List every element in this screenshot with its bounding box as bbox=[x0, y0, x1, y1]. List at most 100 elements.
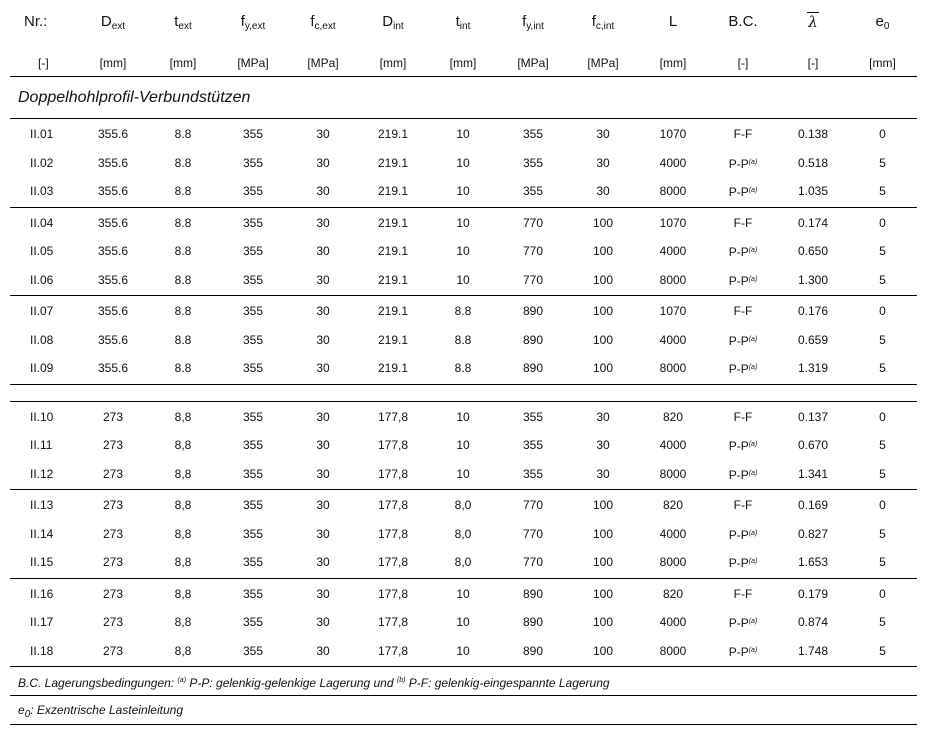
table-cell: 219.1 bbox=[377, 127, 409, 141]
header-symbol-cell: L bbox=[638, 13, 708, 32]
header-symbol: L bbox=[668, 13, 678, 30]
table-cell: 355.6 bbox=[97, 244, 129, 258]
table-cell: 0.174 bbox=[797, 215, 829, 230]
table-cell: 355.6 bbox=[97, 184, 129, 198]
table-cell: 890 bbox=[522, 643, 544, 658]
header-unit-cell: [mm] bbox=[379, 56, 407, 70]
table-cell: 355.6 bbox=[97, 155, 129, 170]
table-cell: F-F bbox=[733, 409, 753, 424]
table-cell: 0.518 bbox=[797, 155, 829, 170]
header-symbol-row: Nr.: Dext text fy,ext fc,ext Dint tint fy,int fc… bbox=[10, 12, 917, 32]
note-bc-prefix: B.C. Lagerungsbedingungen: bbox=[18, 676, 178, 690]
table-cell: 8.8 bbox=[174, 184, 192, 198]
table-cell: 355.6 bbox=[97, 215, 129, 230]
header-symbol: f bbox=[522, 13, 527, 30]
bc-footnote-marker: (a) bbox=[748, 364, 758, 371]
table-cell: 1070 bbox=[659, 304, 687, 318]
table-row: II.17 273 8,8 355 30 177,8 10 890 100 4000 P-P(a) 0… bbox=[10, 608, 917, 637]
bc-footnote-marker: (a) bbox=[748, 187, 758, 194]
table-cell: 355 bbox=[242, 127, 264, 141]
header-symbol-subscript: c,int bbox=[595, 21, 615, 32]
table-cell: 8.8 bbox=[174, 127, 192, 141]
table-cell: 820 bbox=[662, 498, 684, 512]
header-symbol-subscript: 0 bbox=[883, 21, 890, 32]
table-cell: II.03 bbox=[30, 184, 54, 198]
table-cell: 0 bbox=[879, 304, 886, 318]
table-cell: 770 bbox=[522, 244, 544, 258]
table-cell: P-P(a) bbox=[708, 266, 778, 296]
table-cell: 5 bbox=[879, 555, 886, 569]
table-cell: 1.035 bbox=[797, 184, 829, 198]
table-cell: 219.1 bbox=[377, 272, 409, 287]
table-cell: 219.1 bbox=[377, 304, 409, 318]
table-cell: 890 bbox=[522, 586, 544, 601]
table-cell: 273 bbox=[102, 498, 124, 512]
header-unit-cell: [MPa] bbox=[237, 56, 269, 70]
table-cell: 5 bbox=[879, 184, 886, 198]
table-cell: 8,8 bbox=[174, 586, 192, 601]
row-group: II.07 355.6 8.8 355 30 219.1 8.8 890 100 1070 F-F 0… bbox=[10, 296, 917, 385]
bc-code: P-P bbox=[728, 644, 749, 659]
table-cell: 770 bbox=[522, 215, 544, 230]
table-cell: II.04 bbox=[30, 215, 54, 230]
table-cell: 8,0 bbox=[454, 498, 472, 512]
table-cell: 820 bbox=[662, 586, 684, 601]
table-cell: 177,8 bbox=[377, 615, 409, 629]
table-row: II.05 355.6 8.8 355 30 219.1 10 770 100 4000 P-P(a… bbox=[10, 237, 917, 266]
table-cell: 890 bbox=[522, 361, 544, 375]
table-cell: 30 bbox=[316, 127, 330, 141]
table-cell: 8,0 bbox=[454, 555, 472, 569]
header-symbol: λ bbox=[807, 12, 819, 31]
table-cell: 8000 bbox=[659, 184, 687, 198]
table-cell: F-F bbox=[733, 127, 753, 141]
header-symbol-cell: fy,int bbox=[498, 13, 568, 32]
table-cell: II.09 bbox=[30, 361, 54, 375]
bc-code: P-P bbox=[728, 616, 749, 630]
table-cell: 5 bbox=[879, 155, 886, 170]
table-cell: 30 bbox=[316, 526, 330, 541]
note-eccentricity: e0: Exzentrische Lasteinleitung bbox=[10, 696, 917, 725]
table-cell: 355.6 bbox=[97, 361, 129, 375]
table-cell: 219.1 bbox=[377, 332, 409, 347]
table-cell: 219.1 bbox=[377, 244, 409, 258]
table-cell: 8000 bbox=[659, 361, 687, 375]
header-symbol: f bbox=[240, 13, 245, 30]
table-body: II.01 355.6 8.8 355 30 219.1 10 355 30 1070 F-F 0.1… bbox=[10, 119, 917, 667]
table-row: II.01 355.6 8.8 355 30 219.1 10 355 30 1070 F-F 0.1… bbox=[10, 120, 917, 149]
header-symbol-cell: text bbox=[148, 13, 218, 32]
table-cell: F-F bbox=[733, 215, 753, 230]
table-cell: 100 bbox=[592, 615, 614, 629]
table-cell: 30 bbox=[596, 466, 610, 481]
bc-footnote-marker: (a) bbox=[748, 529, 758, 537]
table-cell: 890 bbox=[522, 615, 544, 629]
table-cell: 177,8 bbox=[377, 498, 409, 512]
table-cell: 5 bbox=[879, 466, 886, 481]
table-cell: 30 bbox=[596, 184, 610, 198]
table-cell: 4000 bbox=[659, 244, 687, 258]
table-cell: 355 bbox=[242, 184, 264, 198]
table-cell: 5 bbox=[879, 244, 886, 258]
table-cell: II.01 bbox=[30, 127, 54, 141]
table-cell: 4000 bbox=[659, 438, 687, 452]
table-cell: 355.6 bbox=[97, 304, 129, 318]
table-cell: 355 bbox=[242, 215, 264, 230]
table-cell: 0 bbox=[879, 498, 886, 512]
table-cell: 4000 bbox=[659, 615, 687, 629]
table-cell: II.08 bbox=[30, 332, 54, 347]
table-cell: 30 bbox=[316, 272, 330, 287]
header-unit-cell: [mm] bbox=[659, 56, 687, 70]
header-symbol-cell: λ bbox=[778, 12, 848, 32]
row-group: II.04 355.6 8.8 355 30 219.1 10 770 100 1070 F-F 0.… bbox=[10, 208, 917, 296]
table-cell: II.11 bbox=[30, 438, 53, 452]
bc-code: P-P bbox=[728, 556, 749, 570]
table-cell: II.12 bbox=[30, 466, 54, 481]
header-unit-cell: [MPa] bbox=[307, 56, 339, 70]
bc-footnote-marker: (a) bbox=[748, 158, 758, 166]
header-symbol: f bbox=[310, 13, 315, 30]
table-cell: 100 bbox=[592, 498, 614, 512]
table-cell: 30 bbox=[316, 438, 330, 452]
table-cell: 30 bbox=[316, 466, 330, 481]
table-cell: 10 bbox=[456, 643, 470, 658]
table-cell: 0.179 bbox=[797, 586, 829, 601]
table-cell: 30 bbox=[316, 332, 330, 347]
